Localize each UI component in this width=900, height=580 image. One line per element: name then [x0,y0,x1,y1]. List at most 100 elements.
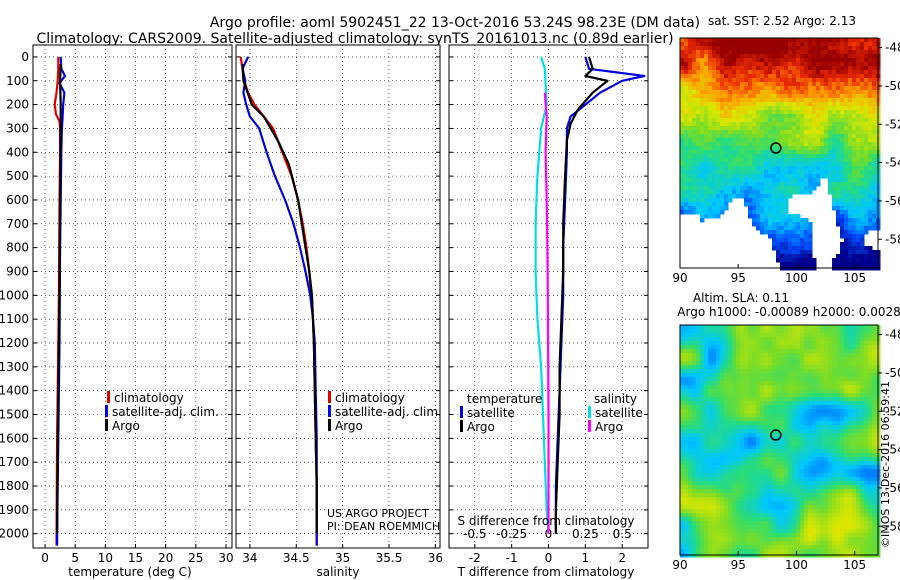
sla-map: 90 95 100 105 -48 -50 -52 -54 -56 -58 [672,324,900,572]
x-tick-label: -2 [469,551,481,565]
map-x-tick-label: 100 [785,558,808,572]
legend-label-climatology: climatology [114,391,184,405]
legend-label-argo: Argo [335,419,363,433]
map-y-tick-label: -48 [885,328,900,342]
legend-label-satellite: satellite-adj. clim. [335,405,442,419]
legend-swatch-argo [328,419,331,431]
legend-swatch-t-satellite [460,406,463,418]
credit-line-2: PI: DEAN ROEMMICH [327,520,440,533]
title-line-1: Argo profile: aoml 5902451_22 13-Oct-201… [210,15,700,31]
y-tick-label: 400 [6,145,29,159]
s-tick-label: -0.25 [496,527,527,541]
map-y-tick-label: -52 [885,117,900,131]
y-tick-label: 1400 [0,384,29,398]
legend-swatch-s-satellite [588,406,591,418]
salinity-legend: climatology satellite-adj. clim. Argo US… [327,391,442,533]
y-tick-label: 1500 [0,408,29,422]
series-line [554,56,609,534]
x-tick-label: 36 [428,551,443,565]
float-marker [770,429,782,441]
difference-s-xlabel: S difference from climatology [458,514,635,528]
map-frame [679,37,879,269]
x-tick-label: 1 [582,551,590,565]
map-x-tick-label: 90 [672,271,687,285]
s-tick-label: -0.5 [463,527,486,541]
map-x-tick-label: 105 [843,558,866,572]
map-x-tick-label: 95 [731,558,746,572]
difference-xlabel: T difference from climatology [457,565,635,579]
map-y-tick-label: -52 [885,404,900,418]
map-x-tick-label: 100 [785,271,808,285]
map-y-tick-label: -50 [885,366,900,380]
salinity-panel: 34 34.5 35 35.5 36 [235,44,443,565]
map-y-tick-label: -48 [885,41,900,55]
legend-label-t-argo: Argo [467,420,495,434]
map-y-tick-label: -50 [885,79,900,93]
map-cells [680,325,881,558]
s-tick-label: 0.5 [613,527,632,541]
map-frame [679,324,879,556]
legend-label-s-argo: Argo [595,420,623,434]
x-tick-label: 0 [41,551,49,565]
x-tick-label: 20 [158,551,173,565]
legend-label-argo: Argo [112,419,140,433]
map-y-tick-label: -58 [885,519,900,533]
legend-swatch-t-argo [460,420,463,432]
title-line-2: Climatology: CARS2009. Satellite-adjuste… [36,31,673,47]
plot-frame [32,44,233,549]
y-tick-label: 1200 [0,336,29,350]
map-y-tick-label: -54 [885,156,900,170]
y-tick-label: 1100 [0,312,29,326]
difference-legend: temperature salinity satellite Argo sate… [460,392,643,434]
imos-stamp: ©IMOS 13-Dec-2016 06:59:41 [879,381,892,548]
legend-label-climatology: climatology [335,391,405,405]
float-marker [770,142,782,154]
x-tick-label: 34 [242,551,257,565]
y-tick-label: 0 [21,50,29,64]
y-tick-label: 2000 [0,527,29,541]
series-line [543,92,550,534]
s-tick-label: 0 [545,527,553,541]
sla-map-title: Altim. SLA: 0.11 [693,291,789,305]
map-y-tick-label: -54 [885,443,900,457]
temperature-xlabel: temperature (deg C) [68,565,191,579]
map-x-tick-label: 105 [843,271,866,285]
map-y-tick-label: -58 [885,232,900,246]
x-tick-label: 15 [128,551,143,565]
x-tick-label: 35.5 [376,551,403,565]
map-x-tick-label: 95 [731,271,746,285]
difference-panel: -2 -1 0 1 2 -0.5 -0.25 0 0.25 0.5 [448,44,649,565]
credit-line-1: US ARGO PROJECT [327,507,429,520]
y-tick-label: 1800 [0,479,29,493]
map-y-tick-label: -56 [885,481,900,495]
legend-title-temperature: temperature [467,392,542,406]
y-tick-label: 900 [6,264,29,278]
map-y-tick-label: -56 [885,194,900,208]
x-tick-label: 30 [218,551,233,565]
sst-map-title: sat. SST: 2.52 Argo: 2.13 [708,14,856,28]
y-tick-label: 100 [6,74,29,88]
x-tick-label: 25 [188,551,203,565]
y-tick-label: 1600 [0,431,29,445]
x-tick-label: 35 [335,551,350,565]
x-tick-label: -1 [506,551,518,565]
series-line [56,64,62,534]
y-tick-label: 800 [6,241,29,255]
y-tick-label: 700 [6,217,29,231]
x-tick-label: 5 [71,551,79,565]
legend-swatch-climatology [107,391,110,403]
sst-map: 90 95 100 105 -48 -50 -52 -54 -56 -58 [672,37,900,285]
y-tick-label: 1300 [0,360,29,374]
y-tick-label: 600 [6,193,29,207]
legend-swatch-argo [105,419,108,431]
legend-swatch-s-argo [588,420,591,432]
y-tick-label: 300 [6,121,29,135]
temperature-legend: climatology satellite-adj. clim. Argo [105,391,219,433]
y-tick-label: 1900 [0,503,29,517]
legend-swatch-satellite [328,405,331,417]
x-tick-label: 0 [545,551,553,565]
legend-title-salinity: salinity [594,392,637,406]
sla-map-subtitle: Argo h1000: -0.00089 h2000: 0.0028 [677,305,900,319]
legend-swatch-satellite [105,405,108,417]
